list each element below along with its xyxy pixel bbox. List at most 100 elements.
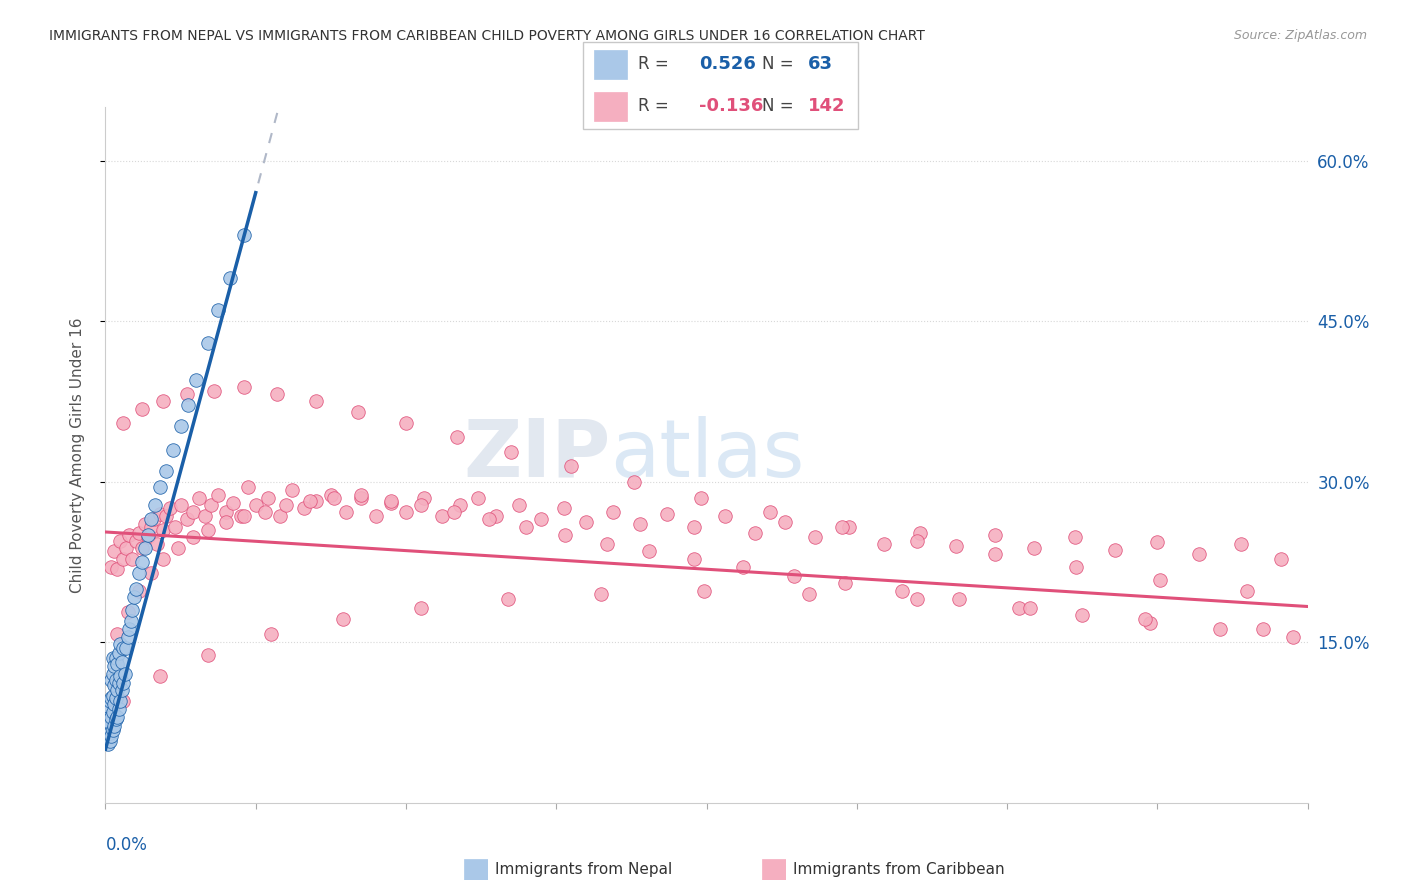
Point — [162, 442, 184, 457]
Point — [409, 498, 432, 512]
Point — [139, 519, 162, 533]
Point — [104, 712, 127, 726]
Point — [207, 487, 229, 501]
Point — [112, 694, 135, 708]
Point — [322, 491, 344, 505]
Point — [689, 491, 711, 505]
Point — [274, 498, 297, 512]
Point — [96, 731, 118, 746]
Point — [103, 544, 125, 558]
Point — [253, 505, 276, 519]
Point — [118, 528, 141, 542]
Point — [101, 705, 124, 719]
Point — [143, 498, 166, 512]
Point — [101, 651, 124, 665]
FancyBboxPatch shape — [583, 42, 858, 129]
Point — [134, 517, 156, 532]
Point — [107, 683, 129, 698]
Point — [148, 507, 170, 521]
Point — [120, 614, 142, 628]
Text: R =: R = — [638, 55, 669, 73]
Point — [101, 667, 124, 681]
Point — [139, 566, 162, 580]
Point — [596, 537, 619, 551]
Point — [114, 667, 136, 681]
Point — [1018, 601, 1040, 615]
Text: Immigrants from Nepal: Immigrants from Nepal — [495, 863, 672, 877]
Point — [118, 623, 141, 637]
Point — [214, 516, 236, 530]
Point — [1104, 543, 1126, 558]
Point — [508, 498, 530, 512]
Text: N =: N = — [762, 97, 793, 115]
Point — [446, 430, 468, 444]
Point — [238, 480, 260, 494]
Point — [131, 541, 153, 555]
Point — [395, 416, 418, 430]
Point — [117, 630, 139, 644]
Text: R =: R = — [638, 97, 669, 115]
Point — [128, 566, 150, 580]
Point — [131, 401, 153, 416]
Y-axis label: Child Poverty Among Girls Under 16: Child Poverty Among Girls Under 16 — [70, 318, 84, 592]
Point — [139, 512, 162, 526]
Point — [245, 498, 267, 512]
Point — [197, 648, 219, 662]
Point — [152, 551, 174, 566]
Point — [591, 587, 613, 601]
Text: 63: 63 — [808, 55, 834, 73]
Point — [890, 583, 912, 598]
Point — [197, 523, 219, 537]
Point — [449, 498, 471, 512]
Point — [350, 487, 373, 501]
Text: 142: 142 — [808, 97, 846, 115]
Text: atlas: atlas — [610, 416, 804, 494]
Point — [409, 601, 432, 615]
Point — [266, 387, 288, 401]
Point — [380, 494, 402, 508]
Point — [905, 592, 928, 607]
Text: -0.136: -0.136 — [699, 97, 763, 115]
Point — [166, 541, 188, 555]
Point — [177, 398, 200, 412]
Point — [834, 576, 856, 591]
Point — [131, 555, 153, 569]
Point — [155, 464, 177, 478]
Point — [107, 626, 129, 640]
Point — [1149, 573, 1171, 587]
Point — [731, 560, 754, 574]
Point — [269, 508, 291, 523]
Point — [110, 694, 132, 708]
Point — [176, 387, 198, 401]
Point — [107, 710, 129, 724]
Point — [124, 533, 146, 548]
Point — [683, 519, 706, 533]
Point — [298, 494, 321, 508]
Point — [229, 508, 252, 523]
Point — [1251, 623, 1274, 637]
Point — [200, 498, 222, 512]
Point — [692, 583, 714, 598]
Point — [395, 505, 418, 519]
Point — [107, 562, 129, 576]
Point — [112, 640, 135, 655]
Text: Immigrants from Caribbean: Immigrants from Caribbean — [793, 863, 1005, 877]
Text: N =: N = — [762, 55, 793, 73]
Point — [111, 655, 134, 669]
Text: ZIP: ZIP — [463, 416, 610, 494]
Point — [683, 551, 706, 566]
Point — [197, 335, 219, 350]
Point — [496, 592, 519, 607]
Text: IMMIGRANTS FROM NEPAL VS IMMIGRANTS FROM CARIBBEAN CHILD POVERTY AMONG GIRLS UND: IMMIGRANTS FROM NEPAL VS IMMIGRANTS FROM… — [49, 29, 925, 43]
Point — [292, 501, 315, 516]
Point — [100, 673, 122, 687]
Point — [908, 526, 931, 541]
Point — [107, 657, 129, 671]
Point — [103, 678, 125, 692]
Point — [115, 640, 138, 655]
Point — [96, 710, 118, 724]
Point — [169, 498, 191, 512]
Point — [1139, 615, 1161, 630]
Point — [104, 690, 127, 705]
Point — [97, 737, 120, 751]
